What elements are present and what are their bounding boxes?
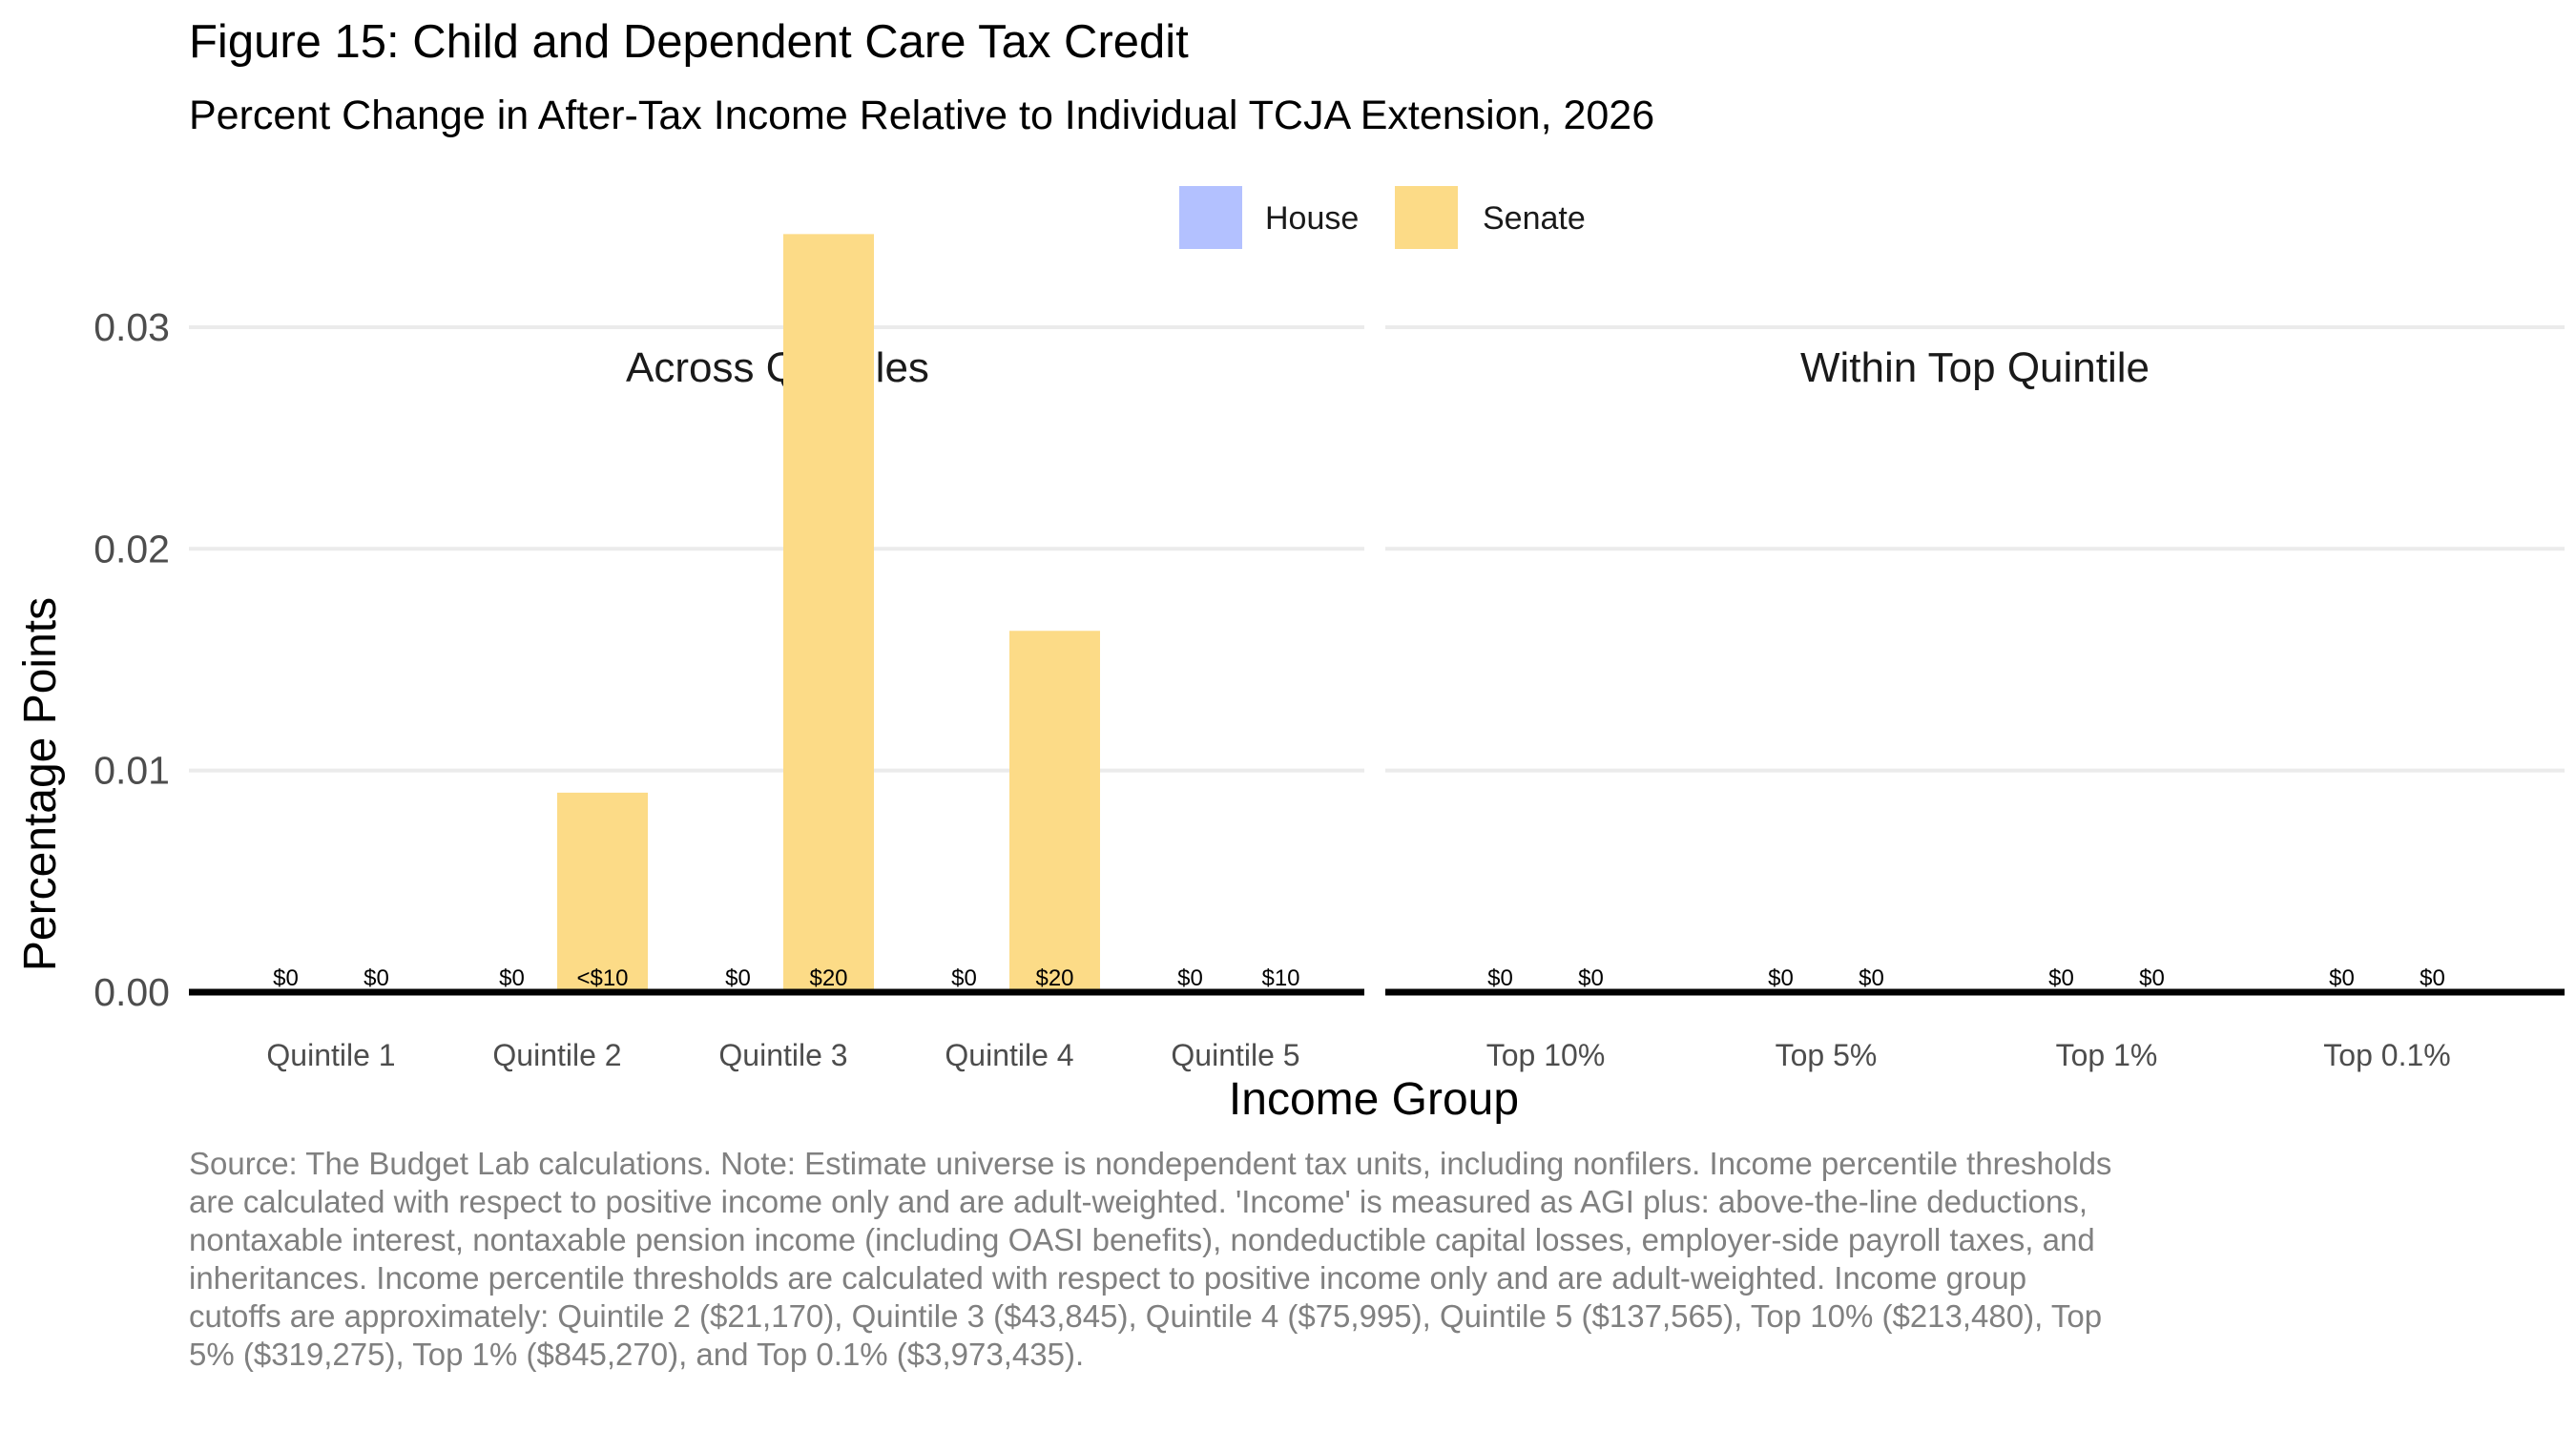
bar-label: $0 <box>2329 965 2355 991</box>
bar-senate <box>783 234 874 993</box>
y-axis: 0.00 0.01 0.02 0.03 <box>93 305 170 1014</box>
y-tick-label: 0.01 <box>93 749 170 793</box>
bar-label: $10 <box>1261 965 1299 991</box>
y-tick-label: 0.03 <box>93 305 170 349</box>
chart-title: Figure 15: Child and Dependent Care Tax … <box>189 16 1189 68</box>
panel-title-top-quintile: Within Top Quintile <box>1800 344 2150 391</box>
bar-label: $0 <box>1177 965 1203 991</box>
gridlines <box>189 324 2565 773</box>
bar-labels: $0 $0 $0 <$10 $0 $20 $0 $20 $0 $10 $0 $0 $0 $0 $0 $0 $0 $… <box>273 965 2445 991</box>
bar-label: $0 <box>364 965 389 991</box>
x-tick-label: Top 10% <box>1486 1038 1606 1072</box>
bar-senate <box>1009 631 1100 992</box>
bar-label: $0 <box>2420 965 2445 991</box>
x-tick-label: Top 5% <box>1776 1038 1878 1072</box>
bar-label: $0 <box>2048 965 2074 991</box>
bars <box>557 234 1100 993</box>
bar-label: $0 <box>1768 965 1794 991</box>
bar-senate <box>557 792 648 992</box>
x-axis-title: Income Group <box>1229 1074 1519 1125</box>
chart-subtitle: Percent Change in After-Tax Income Relat… <box>189 93 1654 138</box>
x-tick-label: Top 0.1% <box>2323 1038 2450 1072</box>
bar-label: $0 <box>499 965 525 991</box>
y-axis-title: Percentage Points <box>15 597 66 971</box>
legend-swatch-senate <box>1395 186 1458 249</box>
bar-label: $0 <box>951 965 977 991</box>
x-tick-label: Quintile 4 <box>945 1038 1073 1072</box>
bar-label: $0 <box>725 965 751 991</box>
bar-label: $0 <box>273 965 299 991</box>
y-tick-label: 0.02 <box>93 527 170 570</box>
x-tick-label: Quintile 1 <box>266 1038 395 1072</box>
bar-label: $0 <box>1487 965 1513 991</box>
y-tick-label: 0.00 <box>93 970 170 1014</box>
x-axis: Quintile 1 Quintile 2 Quintile 3 Quintile 4… <box>266 1038 2450 1072</box>
legend-swatch-house <box>1179 186 1242 249</box>
bar-label: $20 <box>1035 965 1073 991</box>
legend: House Senate <box>1179 186 1586 249</box>
bar-label: $0 <box>1859 965 1884 991</box>
bar-label: <$10 <box>576 965 628 991</box>
x-tick-label: Quintile 3 <box>718 1038 847 1072</box>
x-tick-label: Top 1% <box>2056 1038 2158 1072</box>
source-note: Source: The Budget Lab calculations. Not… <box>189 1146 2112 1372</box>
x-tick-label: Quintile 5 <box>1171 1038 1299 1072</box>
bar-label: $0 <box>1578 965 1604 991</box>
bar-label: $0 <box>2139 965 2165 991</box>
legend-label-senate: Senate <box>1483 200 1586 237</box>
bar-label: $20 <box>809 965 847 991</box>
panel-title-quintiles: Across Quintiles <box>626 344 929 391</box>
x-tick-label: Quintile 2 <box>492 1038 621 1072</box>
legend-label-house: House <box>1265 200 1359 237</box>
